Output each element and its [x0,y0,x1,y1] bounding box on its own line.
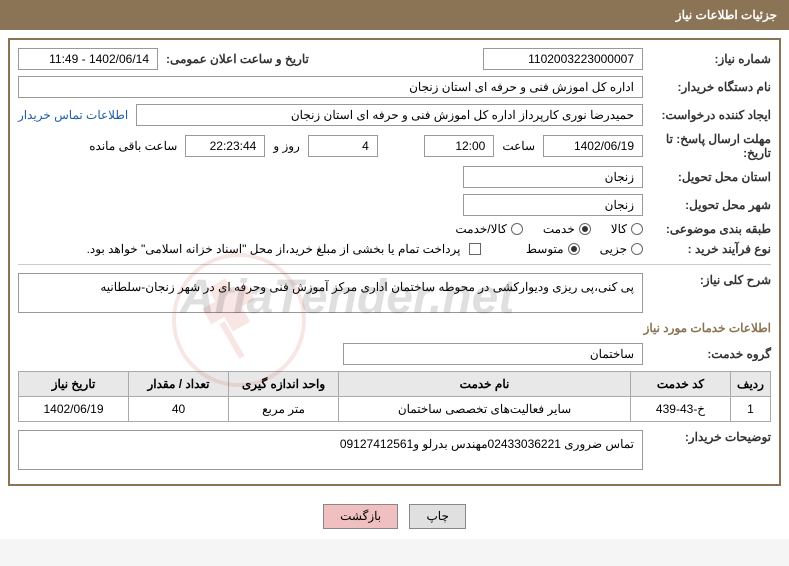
deadline-time: 12:00 [424,135,494,157]
subject-category-label: طبقه بندی موضوعی: [651,222,771,236]
service-group-label: گروه خدمت: [651,347,771,361]
col-service-code: کد خدمت [631,372,731,397]
buyer-contact-link[interactable]: اطلاعات تماس خریدار [18,108,128,122]
cell-quantity: 40 [129,397,229,422]
days-value: 4 [308,135,378,157]
print-button[interactable]: چاپ [409,504,465,529]
header-title: جزئیات اطلاعات نیاز [676,8,777,22]
radio-goods-label: کالا [611,222,627,236]
col-unit: واحد اندازه گیری [229,372,339,397]
radio-goods[interactable]: کالا [611,222,643,236]
category-radio-group: کالا خدمت کالا/خدمت [455,222,643,236]
radio-goods-service-label: کالا/خدمت [455,222,506,236]
need-number-label: شماره نیاز: [651,52,771,66]
payment-checkbox[interactable] [469,243,481,255]
service-info-section-label: اطلاعات خدمات مورد نیاز [18,321,771,335]
back-button[interactable]: بازگشت [323,504,398,529]
general-desc-row: شرح کلی نیاز: پی کنی،پی ریزی ودیوارکشی د… [18,273,771,313]
radio-icon [631,223,643,235]
deadline-row: مهلت ارسال پاسخ: تا تاریخ: 1402/06/19 سا… [18,132,771,160]
buyer-notes-label: توضیحات خریدار: [651,430,771,444]
requester-row: ایجاد کننده درخواست: حمیدرضا نوری کارپرد… [18,104,771,126]
general-desc-value: پی کنی،پی ریزی ودیوارکشی در محوطه ساختما… [18,273,643,313]
delivery-province-value: زنجان [463,166,643,188]
col-quantity: تعداد / مقدار [129,372,229,397]
buyer-notes-value: تماس ضروری 02433036221مهندس بدرلو و09127… [18,430,643,470]
purchase-process-row: نوع فرآیند خرید : جزیی متوسط پرداخت تمام… [18,242,771,256]
delivery-province-row: استان محل تحویل: زنجان [18,166,771,188]
radio-icon [631,243,643,255]
radio-minor-label: جزیی [600,242,627,256]
main-panel: شماره نیاز: 1102003223000007 تاریخ و ساع… [8,38,781,486]
table-row: 1 خ-43-439 سایر فعالیت‌های تخصصی ساختمان… [19,397,771,422]
delivery-city-value: زنجان [463,194,643,216]
radio-icon [568,243,580,255]
buyer-org-label: نام دستگاه خریدار: [651,80,771,94]
general-desc-label: شرح کلی نیاز: [651,273,771,287]
radio-medium-label: متوسط [526,242,564,256]
requester-value: حمیدرضا نوری کارپرداز اداره کل اموزش فنی… [136,104,643,126]
divider [18,264,771,265]
buyer-org-value: اداره کل اموزش فنی و حرفه ای استان زنجان [18,76,643,98]
process-radio-group: جزیی متوسط [526,242,643,256]
radio-service[interactable]: خدمت [543,222,591,236]
cell-service-name: سایر فعالیت‌های تخصصی ساختمان [339,397,631,422]
announce-datetime-value: 1402/06/14 - 11:49 [18,48,158,70]
cell-unit: متر مربع [229,397,339,422]
cell-service-code: خ-43-439 [631,397,731,422]
services-table: ردیف کد خدمت نام خدمت واحد اندازه گیری ت… [18,371,771,422]
radio-icon [511,223,523,235]
radio-minor[interactable]: جزیی [600,242,643,256]
time-label: ساعت [502,139,535,153]
page-header: جزئیات اطلاعات نیاز [0,0,789,30]
buyer-org-row: نام دستگاه خریدار: اداره کل اموزش فنی و … [18,76,771,98]
subject-category-row: طبقه بندی موضوعی: کالا خدمت کالا/خدمت [18,222,771,236]
buyer-notes-row: توضیحات خریدار: تماس ضروری 02433036221مه… [18,430,771,470]
service-group-row: گروه خدمت: ساختمان [18,343,771,365]
remaining-label: ساعت باقی مانده [89,139,177,153]
col-row: ردیف [731,372,771,397]
delivery-city-label: شهر محل تحویل: [651,198,771,212]
table-header-row: ردیف کد خدمت نام خدمت واحد اندازه گیری ت… [19,372,771,397]
page-container: جزئیات اطلاعات نیاز شماره نیاز: 11020032… [0,0,789,539]
remaining-time: 22:23:44 [185,135,265,157]
radio-icon [579,223,591,235]
day-and-label: روز و [273,139,300,153]
button-row: چاپ بازگشت [0,494,789,539]
purchase-process-label: نوع فرآیند خرید : [651,242,771,256]
announce-datetime-label: تاریخ و ساعت اعلان عمومی: [166,52,309,66]
delivery-city-row: شهر محل تحویل: زنجان [18,194,771,216]
deadline-date: 1402/06/19 [543,135,643,157]
radio-goods-service[interactable]: کالا/خدمت [455,222,522,236]
need-number-row: شماره نیاز: 1102003223000007 تاریخ و ساع… [18,48,771,70]
col-service-name: نام خدمت [339,372,631,397]
service-group-value: ساختمان [343,343,643,365]
radio-service-label: خدمت [543,222,575,236]
payment-note-label: پرداخت تمام یا بخشی از مبلغ خرید،از محل … [87,242,461,256]
requester-label: ایجاد کننده درخواست: [651,108,771,122]
cell-row: 1 [731,397,771,422]
delivery-province-label: استان محل تحویل: [651,170,771,184]
cell-need-date: 1402/06/19 [19,397,129,422]
radio-medium[interactable]: متوسط [526,242,580,256]
deadline-label: مهلت ارسال پاسخ: تا تاریخ: [651,132,771,160]
need-number-value: 1102003223000007 [483,48,643,70]
col-need-date: تاریخ نیاز [19,372,129,397]
